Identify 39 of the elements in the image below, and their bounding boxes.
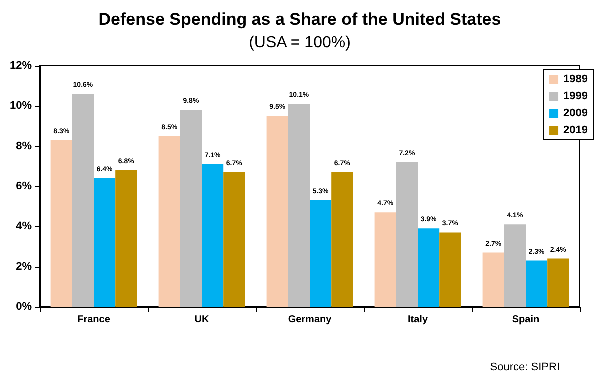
y-tick-label: 2% — [16, 260, 32, 273]
bar — [482, 252, 504, 307]
bar — [180, 110, 202, 307]
legend-label: 1999 — [564, 90, 588, 102]
x-tick-label: France — [78, 314, 111, 326]
bar — [526, 260, 548, 307]
bar — [396, 162, 418, 307]
bar — [374, 212, 396, 307]
y-tick-label: 12% — [10, 60, 32, 72]
y-tick-label: 10% — [10, 100, 32, 112]
bar — [504, 224, 526, 307]
bar — [202, 164, 224, 307]
bar — [288, 104, 310, 307]
bar — [548, 258, 570, 307]
bar — [72, 94, 94, 307]
y-tick-label: 8% — [16, 140, 32, 152]
chart-subtitle: (USA = 100%) — [249, 34, 351, 52]
bar — [94, 178, 116, 307]
chart-title: Defense Spending as a Share of the United States — [98, 10, 502, 29]
x-tick-label: UK — [194, 314, 210, 326]
bar — [116, 170, 138, 307]
bar — [224, 172, 246, 307]
legend-label: 2019 — [564, 124, 588, 136]
bar — [418, 228, 440, 307]
legend-label: 1989 — [564, 74, 588, 86]
y-tick-label: 6% — [16, 180, 32, 192]
bar — [50, 140, 72, 307]
x-tick-label: Spain — [512, 314, 540, 326]
bar — [310, 200, 332, 307]
y-tick-label: 0% — [16, 301, 32, 313]
bar — [266, 116, 288, 307]
bar — [440, 232, 462, 307]
source-note: Source: SIPRI — [490, 362, 560, 374]
y-tick-label: 4% — [16, 220, 32, 233]
bar — [332, 172, 354, 307]
legend-label: 2009 — [564, 108, 588, 120]
bar — [158, 136, 180, 307]
x-tick-label: Italy — [408, 314, 428, 326]
x-tick-label: Germany — [288, 314, 332, 326]
